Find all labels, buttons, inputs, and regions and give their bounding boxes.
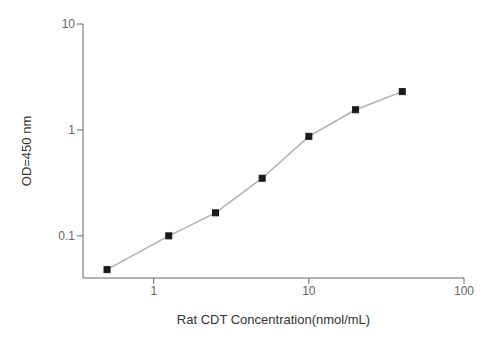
svg-text:Rat CDT Concentration(nmol/mL): Rat CDT Concentration(nmol/mL) — [177, 312, 370, 327]
svg-text:OD=450 nm: OD=450 nm — [19, 116, 34, 186]
svg-text:10: 10 — [62, 17, 76, 31]
svg-text:100: 100 — [454, 284, 474, 298]
svg-text:10: 10 — [302, 284, 316, 298]
svg-text:1: 1 — [150, 284, 157, 298]
svg-text:0.1: 0.1 — [58, 229, 75, 243]
svg-text:1: 1 — [68, 123, 75, 137]
